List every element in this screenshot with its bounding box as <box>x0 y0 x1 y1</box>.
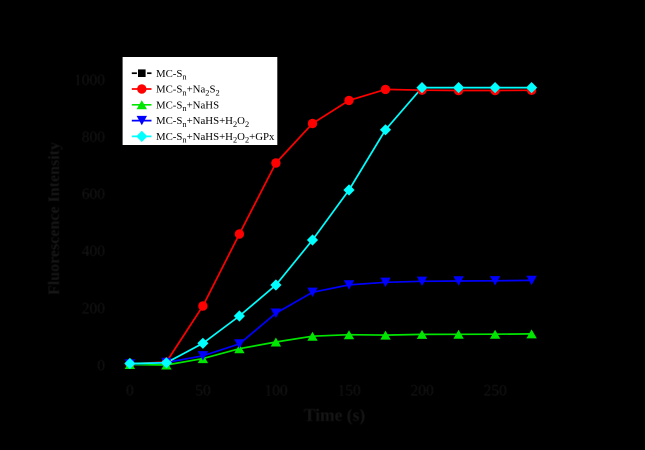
svg-text:MC-Sn​: MC-Sn​ <box>156 68 187 82</box>
svg-text:100: 100 <box>264 383 288 400</box>
svg-text:Time (s): Time (s) <box>304 405 366 425</box>
svg-text:MC-Sn​+Na2​S2​: MC-Sn​+Na2​S2​ <box>156 84 220 98</box>
svg-text:800: 800 <box>82 129 106 146</box>
svg-text:MC-Sn​+NaHS+H2​O2​: MC-Sn​+NaHS+H2​O2​ <box>156 115 249 129</box>
svg-text:200: 200 <box>82 300 106 317</box>
svg-text:Fluorescence Intensity: Fluorescence Intensity <box>46 142 63 295</box>
svg-text:400: 400 <box>82 243 106 260</box>
svg-text:250: 250 <box>484 383 508 400</box>
svg-text:1000: 1000 <box>74 72 105 89</box>
svg-text:MC-Sn​+NaHS+H2​O2​+GPx: MC-Sn​+NaHS+H2​O2​+GPx <box>156 131 275 145</box>
svg-text:600: 600 <box>82 186 106 203</box>
svg-text:200: 200 <box>410 383 434 400</box>
svg-text:MC-Sn​+NaHS: MC-Sn​+NaHS <box>156 99 219 113</box>
svg-text:0: 0 <box>126 383 134 400</box>
svg-text:50: 50 <box>195 383 211 400</box>
svg-text:150: 150 <box>337 383 361 400</box>
svg-text:0: 0 <box>97 358 105 375</box>
